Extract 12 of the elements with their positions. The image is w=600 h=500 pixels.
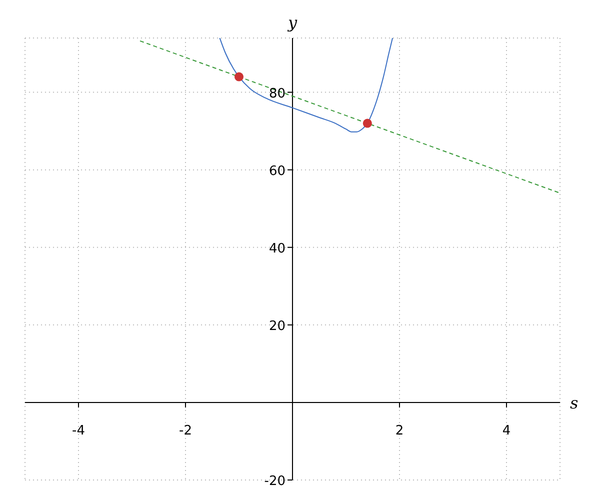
y-tick-label: 80 — [268, 86, 286, 102]
y-tick-label: 60 — [268, 164, 286, 179]
x-tick-label: 2 — [395, 423, 404, 438]
y-tick-label: 20 — [268, 318, 286, 334]
x-tick-label: 4 — [502, 423, 511, 438]
x-tick-label: -4 — [72, 423, 85, 438]
line-series — [219, 38, 394, 132]
x-axis-title: s — [570, 393, 578, 412]
y-tick-label: 40 — [268, 241, 286, 256]
y-tick-label: -20 — [264, 474, 286, 489]
x-tick-label: -2 — [179, 423, 192, 438]
y-axis-title: y — [286, 13, 298, 32]
